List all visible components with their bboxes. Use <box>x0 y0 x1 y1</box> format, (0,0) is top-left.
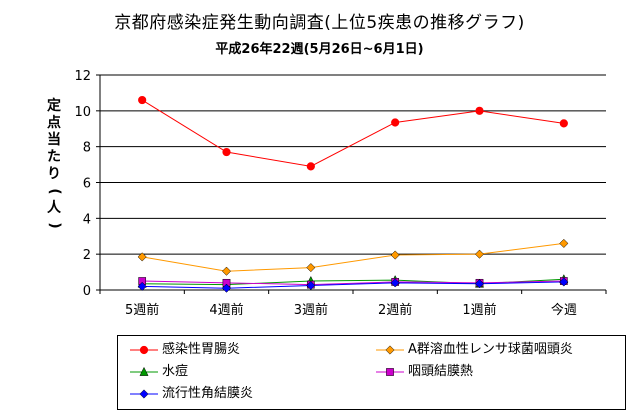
chart-subtitle: 平成26年22週(5月26日~6月1日) <box>215 42 424 57</box>
legend-marker <box>386 367 394 376</box>
data-point <box>559 119 568 128</box>
y-tick-label: 6 <box>83 177 91 192</box>
y-axis-label: 定点当たり(人) <box>46 98 63 229</box>
series-line <box>141 99 564 167</box>
chart-title: 京都府感染症発生動向調査(上位5疾患の推移グラフ) <box>114 13 525 33</box>
data-point <box>474 249 485 259</box>
data-point <box>475 106 484 115</box>
x-tick-label: 2週前 <box>378 302 412 318</box>
data-point <box>306 263 316 273</box>
y-tick-label: 10 <box>74 105 91 120</box>
data-point <box>474 279 485 289</box>
data-point <box>137 281 147 291</box>
data-point <box>391 118 400 127</box>
y-tick-label: 4 <box>83 212 91 227</box>
series-line <box>142 280 564 286</box>
legend-marker <box>385 344 395 355</box>
legend-marker <box>139 366 149 376</box>
data-point <box>559 277 569 287</box>
data-point <box>390 250 400 260</box>
legend-swatch <box>130 345 158 354</box>
legend-marker <box>139 345 149 354</box>
legend-marker <box>139 388 149 399</box>
legend-swatch <box>130 388 158 399</box>
legend-swatch <box>376 344 404 355</box>
y-tick-label: 8 <box>83 141 91 156</box>
legend-item: 水痘 <box>130 364 188 380</box>
legend-label: 流行性角結膜炎 <box>162 386 254 401</box>
legend-swatch <box>376 367 404 376</box>
data-point <box>221 266 232 276</box>
data-point <box>221 283 232 293</box>
y-tick-label: 2 <box>83 248 91 263</box>
data-point <box>390 278 400 288</box>
legend-label: 感染性胃腸炎 <box>162 342 241 357</box>
data-point <box>559 238 569 248</box>
legend-item: 感染性胃腸炎 <box>130 342 240 358</box>
legend-swatch <box>130 366 158 376</box>
legend-label: A群溶血性レンサ球菌咽頭炎 <box>408 342 573 357</box>
data-point <box>306 280 316 291</box>
x-tick-label: 1週前 <box>462 302 496 318</box>
x-tick-label: 3週前 <box>294 302 328 318</box>
legend-item: 流行性角結膜炎 <box>130 386 253 402</box>
legend-item: 咽頭結膜熱 <box>376 364 473 380</box>
data-point <box>137 252 147 262</box>
data-point <box>306 162 315 171</box>
legend-label: 咽頭結膜熱 <box>408 364 474 379</box>
data-point <box>138 95 147 105</box>
x-tick-label: 4週前 <box>209 302 243 318</box>
line-chart: 0 2 4 6 8 10 12 5週前 4週前 3週前 2週前 1週前 今週 <box>74 69 607 318</box>
series-line <box>142 281 564 289</box>
data-point <box>222 147 231 157</box>
x-tick-label: 今週 <box>551 302 577 318</box>
legend-label: 水痘 <box>162 364 189 379</box>
series-line <box>142 242 564 272</box>
y-tick-label: 12 <box>74 69 91 84</box>
legend-item: A群溶血性レンサ球菌咽頭炎 <box>376 342 573 358</box>
legend: 感染性胃腸炎 A群溶血性レンサ球菌咽頭炎水痘 咽頭結膜熱流行性角結膜炎 <box>117 335 626 410</box>
x-tick-label: 5週前 <box>125 302 159 318</box>
y-tick-label: 0 <box>83 284 91 299</box>
